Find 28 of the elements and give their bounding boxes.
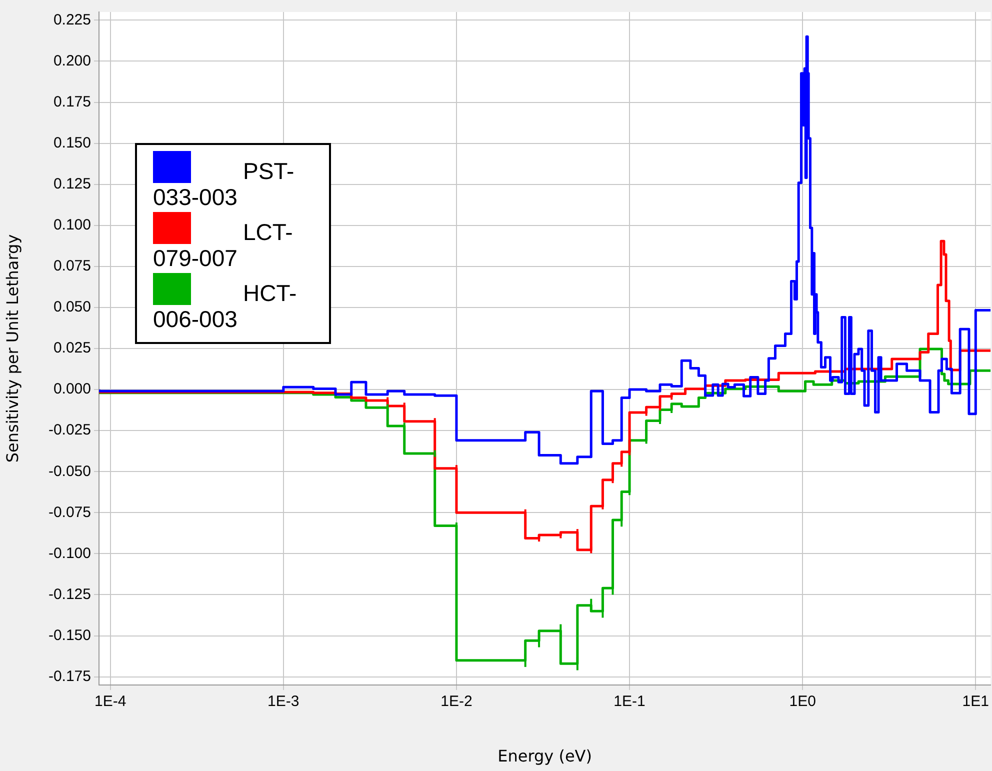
y-tick-label: 0.025 [53, 340, 91, 357]
y-tick-label: -0.150 [48, 626, 91, 644]
y-tick-label: 0.175 [53, 93, 91, 110]
y-tick-label: 0.200 [53, 52, 91, 70]
y-tick-label: 0.050 [53, 298, 91, 316]
y-tick-label: -0.050 [48, 462, 91, 480]
x-axis-title: Energy (eV) [498, 746, 592, 766]
y-tick-label: 0.150 [53, 134, 91, 152]
x-tick-label: 1E1 [962, 693, 990, 710]
y-tick-label: -0.125 [48, 586, 91, 603]
y-tick-label: 0.125 [53, 175, 91, 192]
y-tick-label: -0.100 [48, 544, 91, 562]
y-tick-label: 0.000 [53, 380, 91, 398]
y-tick-label: -0.175 [48, 668, 91, 685]
legend-label: PST-033-003 [153, 157, 296, 210]
x-tick-label: 1E-2 [440, 693, 472, 710]
x-tick-label: 1E-3 [268, 693, 300, 710]
y-tick-label: 0.075 [53, 258, 91, 275]
y-tick-label: 0.100 [53, 216, 91, 234]
y-tick-label: -0.075 [48, 504, 91, 521]
legend-label: HCT-006-003 [153, 279, 298, 332]
legend-label: LCT-079-007 [153, 218, 294, 271]
x-tick-label: 1E-1 [614, 693, 646, 710]
x-tick-label: 1E-4 [94, 693, 126, 710]
y-tick-label: -0.025 [48, 422, 91, 439]
y-axis-title: Sensitivity per Unit Lethargy [2, 234, 22, 463]
y-tick-label: 0.225 [53, 11, 91, 28]
x-tick-label: 1E0 [789, 693, 816, 710]
